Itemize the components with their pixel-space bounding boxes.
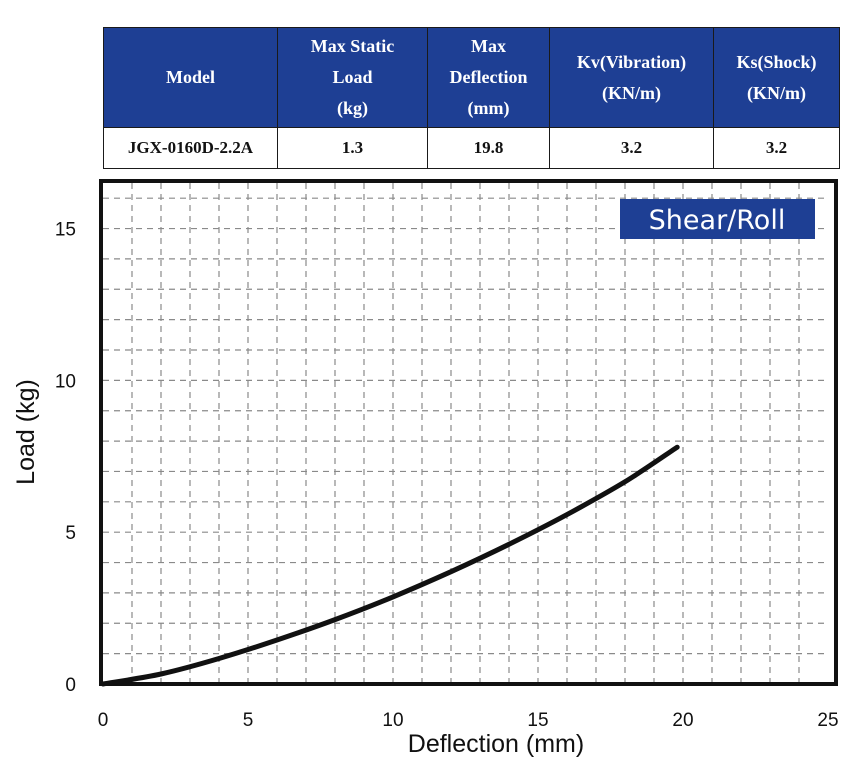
shear-roll-badge-label: Shear/Roll	[649, 205, 786, 236]
header-deflection-line1: Max	[471, 36, 506, 56]
header-kv: Kv(Vibration) (KN/m)	[549, 27, 714, 128]
header-max-deflection: Max Deflection (mm)	[427, 27, 550, 128]
x-tick-label: 15	[527, 710, 548, 731]
header-model: Model	[103, 27, 278, 128]
spec-table: Model Max Static Load (kg) Max Deflectio…	[103, 27, 840, 169]
header-deflection-line3: (mm)	[467, 98, 510, 118]
load-curve	[100, 444, 680, 687]
x-tick-label: 5	[243, 710, 254, 731]
cell-ks: 3.2	[713, 127, 840, 169]
header-kv-line1: Kv(Vibration)	[576, 51, 687, 72]
x-tick-label: 25	[817, 710, 838, 731]
header-load-line3: (kg)	[337, 98, 368, 118]
plot-frame	[99, 179, 838, 686]
header-load-line2: Load	[332, 67, 373, 87]
header-ks-line1: Ks(Shock)	[736, 51, 817, 72]
x-tick-label: 10	[382, 710, 403, 731]
load-deflection-chart: 0 5 10 15 20 25 0 5 10 15 Shear/Roll Deflection (…	[12, 179, 839, 758]
header-model-line1: Model	[166, 67, 215, 87]
x-tick-label: 20	[672, 710, 693, 731]
spec-header-row: Model Max Static Load (kg) Max Deflectio…	[103, 27, 840, 128]
shear-roll-badge	[620, 199, 815, 239]
y-tick-label: 0	[65, 675, 76, 696]
y-tick-label: 5	[65, 523, 76, 544]
y-tick-label: 10	[55, 371, 76, 392]
y-tick-label: 15	[55, 220, 76, 241]
header-ks-line2: (KN/m)	[747, 82, 806, 103]
chart-grid	[103, 183, 828, 684]
header-kv-line2: (KN/m)	[602, 82, 661, 103]
axis-ticks: 0 5 10 15 20 25 0 5 10 15	[55, 220, 839, 731]
spec-data-row: JGX-0160D-2.2A 1.3 19.8 3.2 3.2	[103, 127, 840, 169]
header-deflection-line2: Deflection	[449, 67, 528, 87]
header-load-line1: Max Static	[310, 36, 395, 56]
x-tick-label: 0	[98, 710, 109, 731]
cell-model: JGX-0160D-2.2A	[103, 127, 278, 169]
y-axis-title: Load (kg)	[12, 379, 40, 485]
cell-kv: 3.2	[549, 127, 714, 169]
x-axis-title: Deflection (mm)	[408, 730, 584, 758]
cell-max-deflection: 19.8	[427, 127, 550, 169]
header-max-static-load: Max Static Load (kg)	[277, 27, 428, 128]
header-ks: Ks(Shock) (KN/m)	[713, 27, 840, 128]
cell-max-static-load: 1.3	[277, 127, 428, 169]
